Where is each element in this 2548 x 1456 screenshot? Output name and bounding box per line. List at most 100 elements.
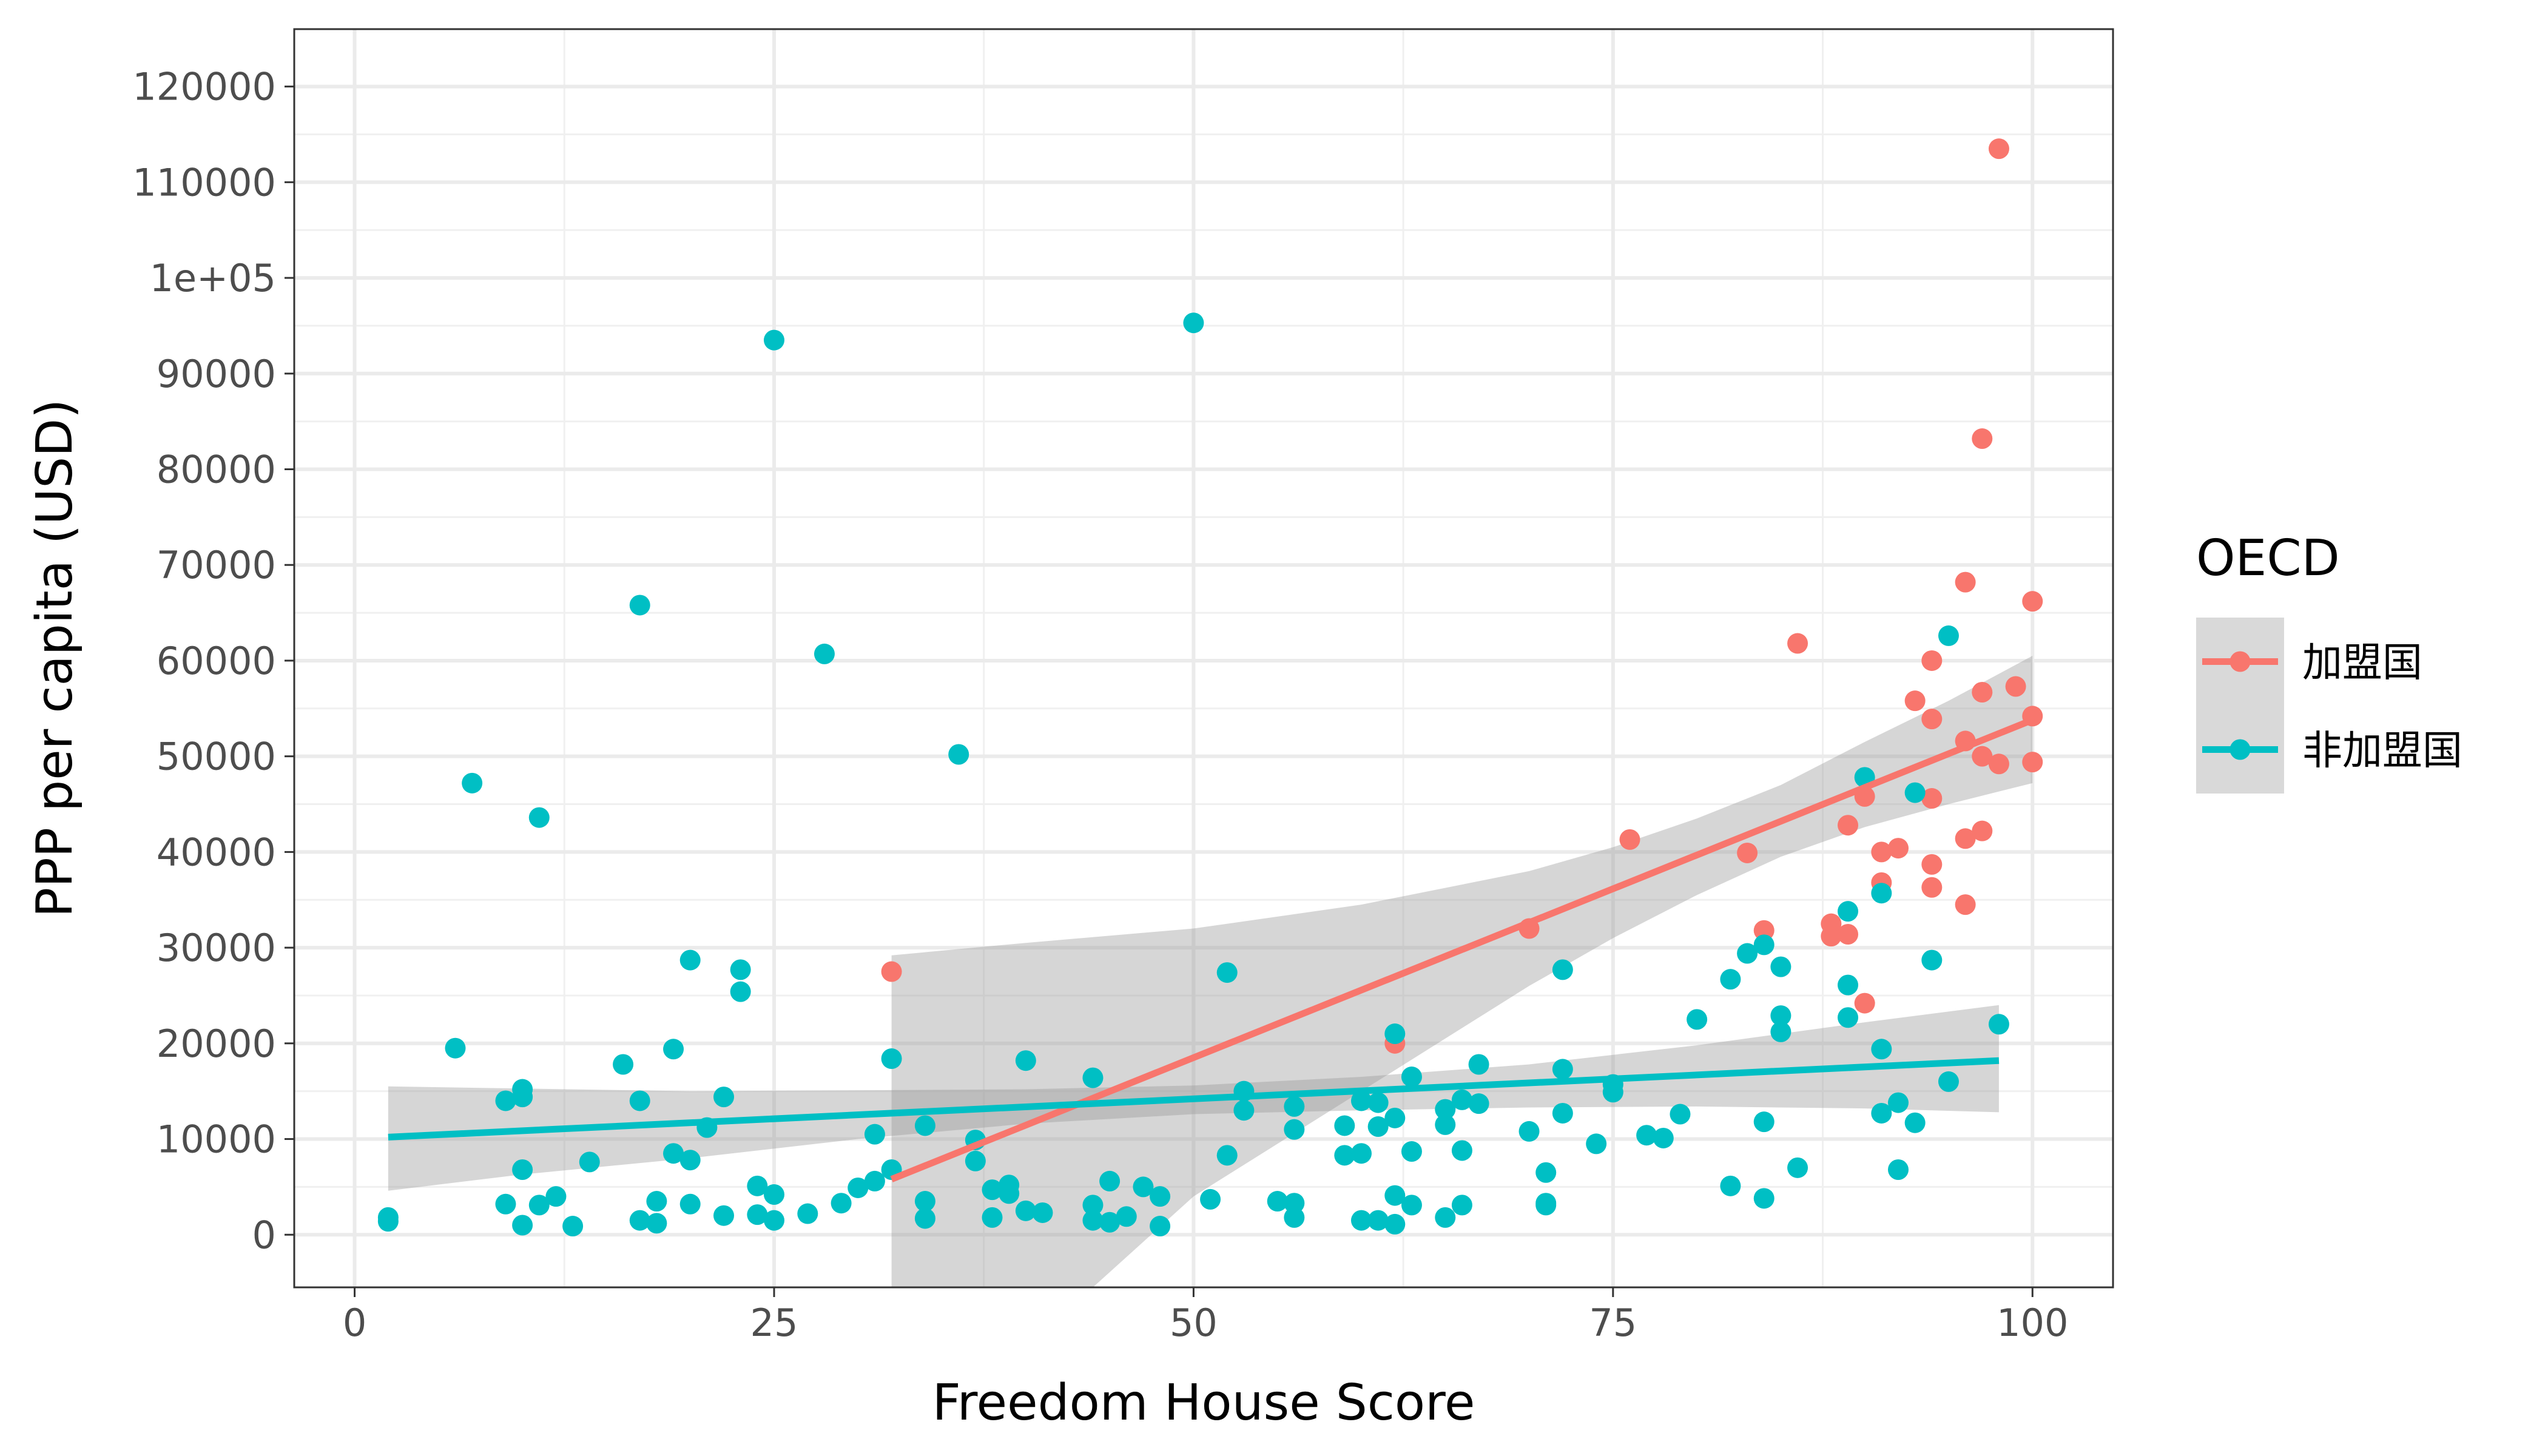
- data-point: [629, 1210, 650, 1231]
- data-point: [982, 1207, 1003, 1228]
- data-point: [1770, 1005, 1791, 1026]
- data-point: [1586, 1133, 1607, 1154]
- data-point: [1334, 1145, 1355, 1166]
- data-point: [1871, 1102, 1892, 1124]
- data-point: [1955, 828, 1976, 849]
- data-point: [1367, 1210, 1389, 1231]
- data-point: [679, 1150, 701, 1171]
- x-axis-ticks: 0 25 50 75 100: [343, 1287, 2068, 1345]
- data-point: [1451, 1140, 1472, 1161]
- data-point: [1871, 1039, 1892, 1060]
- data-point: [848, 1177, 869, 1198]
- data-point: [1988, 753, 2009, 775]
- x-tick-label: 75: [1589, 1301, 1637, 1345]
- data-point: [1921, 949, 1943, 971]
- data-point: [1838, 974, 1859, 996]
- data-point: [864, 1170, 885, 1191]
- data-point: [1401, 1195, 1422, 1216]
- data-point: [512, 1215, 533, 1236]
- y-axis-ticks: 0 10000 20000 30000 40000 50000 60000 70000 8000…: [132, 65, 294, 1257]
- data-point: [1720, 969, 1741, 990]
- data-point: [1082, 1210, 1104, 1231]
- data-point: [1938, 625, 1959, 646]
- data-point: [914, 1191, 935, 1212]
- data-point: [1200, 1188, 1221, 1210]
- data-point: [763, 1210, 784, 1231]
- data-point: [1435, 1114, 1456, 1135]
- data-point: [1284, 1207, 1305, 1228]
- data-point: [1183, 312, 1204, 334]
- data-point: [864, 1124, 885, 1145]
- data-point: [881, 1048, 902, 1070]
- data-point: [1082, 1067, 1104, 1088]
- data-point: [1904, 782, 1926, 803]
- data-point: [1753, 920, 1774, 941]
- data-point: [528, 1195, 550, 1216]
- data-point: [965, 1150, 986, 1171]
- data-point: [1921, 788, 1943, 809]
- data-point: [1367, 1092, 1389, 1113]
- data-point: [1921, 854, 1943, 875]
- data-point: [1216, 1145, 1238, 1166]
- data-point: [1552, 1102, 1573, 1124]
- data-point: [1451, 1195, 1472, 1216]
- data-point: [1972, 746, 1993, 767]
- data-point: [1401, 1067, 1422, 1088]
- data-point: [1435, 1099, 1456, 1120]
- data-point: [1099, 1170, 1121, 1191]
- data-point: [2022, 752, 2043, 773]
- data-point: [1451, 1089, 1472, 1110]
- data-point: [1904, 1112, 1926, 1133]
- data-point: [495, 1193, 516, 1215]
- confidence-band-1: [891, 656, 2033, 1287]
- x-tick-label: 0: [343, 1301, 366, 1345]
- data-point: [1619, 829, 1640, 850]
- data-point: [1284, 1119, 1305, 1140]
- y-tick-label: 80000: [157, 448, 276, 492]
- data-point: [1653, 1127, 1674, 1148]
- data-point: [1770, 956, 1791, 977]
- data-point: [512, 1159, 533, 1181]
- data-point: [1216, 962, 1238, 983]
- data-point: [1904, 690, 1926, 712]
- data-point: [663, 1143, 684, 1164]
- data-point: [377, 1211, 399, 1232]
- data-point: [1921, 709, 1943, 730]
- data-point: [663, 1039, 684, 1060]
- data-point: [1887, 1092, 1909, 1113]
- data-points: [377, 138, 2043, 1237]
- data-point: [831, 1193, 852, 1214]
- data-point: [528, 807, 550, 828]
- data-point: [2022, 591, 2043, 612]
- data-point: [1535, 1162, 1557, 1183]
- data-point: [1367, 1116, 1389, 1138]
- data-point: [1737, 943, 1758, 964]
- data-point: [1955, 571, 1976, 593]
- data-point: [914, 1115, 935, 1136]
- data-point: [1015, 1050, 1036, 1071]
- data-point: [730, 981, 751, 1002]
- data-point: [1854, 993, 1875, 1014]
- data-point: [814, 643, 835, 664]
- data-point: [1720, 1175, 1741, 1196]
- data-point: [763, 1184, 784, 1205]
- data-point: [1687, 1009, 1708, 1030]
- y-tick-label: 20000: [157, 1022, 276, 1066]
- data-point: [1787, 1157, 1808, 1178]
- data-point: [679, 949, 701, 971]
- data-point: [1435, 1207, 1456, 1228]
- data-point: [1116, 1206, 1137, 1227]
- y-tick-label: 30000: [157, 926, 276, 970]
- data-point: [1133, 1176, 1154, 1198]
- data-point: [562, 1216, 584, 1237]
- data-point: [1284, 1193, 1305, 1214]
- data-point: [1838, 924, 1859, 945]
- data-point: [1535, 1195, 1557, 1216]
- data-point: [1670, 1104, 1691, 1125]
- data-point: [999, 1183, 1020, 1204]
- data-point: [1384, 1213, 1406, 1235]
- data-point: [1334, 1115, 1355, 1136]
- data-point: [1150, 1216, 1171, 1237]
- data-point: [1838, 1007, 1859, 1028]
